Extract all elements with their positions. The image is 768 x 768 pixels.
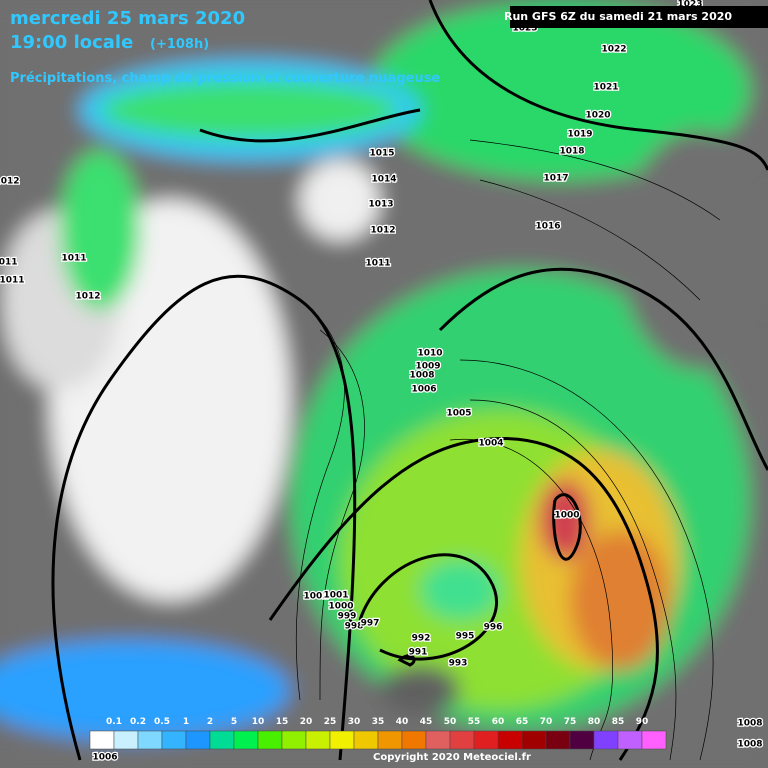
isobar-label: 1021 [593, 83, 618, 93]
isobars [51, 0, 768, 761]
legend-swatch [449, 730, 475, 750]
legend-label: 1 [183, 717, 189, 727]
legend-label: 20 [300, 717, 313, 727]
isobar-label: 1009 [415, 362, 440, 372]
isobar-label: 1004 [478, 439, 503, 449]
isobar-label: 1017 [543, 174, 568, 184]
legend-swatch [353, 730, 379, 750]
run-info: Run GFS 6Z du samedi 21 mars 2020 [504, 10, 732, 23]
isobar-label: 1016 [535, 222, 560, 232]
isobar-label: 1000 [554, 511, 579, 521]
legend-label: 80 [588, 717, 601, 727]
isobar-label: 995 [456, 632, 475, 642]
legend-label: 85 [612, 717, 625, 727]
isobar-label: 1011 [0, 276, 25, 286]
isobar-label: 1013 [368, 200, 393, 210]
legend-label: 50 [444, 717, 457, 727]
title-time: 19:00 locale [10, 32, 133, 53]
legend-swatch [113, 730, 139, 750]
isobar-label: 998 [345, 622, 364, 632]
legend-label: 65 [516, 717, 529, 727]
legend-swatch [473, 730, 499, 750]
legend-label: 2 [207, 717, 213, 727]
legend-swatch [545, 730, 571, 750]
legend-label: 30 [348, 717, 361, 727]
legend-label: 0.2 [130, 717, 146, 727]
legend-swatch [257, 730, 283, 750]
isobar-label: 1011 [365, 259, 390, 269]
isobar-label: 1012 [75, 292, 100, 302]
legend-swatch [185, 730, 211, 750]
legend-swatch [569, 730, 595, 750]
legend-swatch [593, 730, 619, 750]
isobar-label: 1008 [737, 740, 762, 750]
run-box [510, 6, 768, 28]
isobar-label: 1014 [371, 175, 396, 185]
legend-swatch [233, 730, 259, 750]
legend-swatch [425, 730, 451, 750]
isobar-label: 1002 [303, 592, 328, 602]
subtitle: Précipitations, champ de pression et cou… [10, 71, 440, 86]
isobar-label: 1005 [446, 409, 471, 419]
legend-label: 10 [252, 717, 265, 727]
legend-swatch [137, 730, 163, 750]
isobar-label: 1018 [559, 147, 584, 157]
isobar-label: 1019 [567, 130, 592, 140]
legend-swatch [161, 730, 187, 750]
isobar-label: 1000 [328, 602, 353, 612]
isobar-label: 992 [412, 634, 431, 644]
legend-label: 75 [564, 717, 577, 727]
legend-label: 45 [420, 717, 433, 727]
title-date: mercredi 25 mars 2020 [10, 8, 245, 29]
legend-label: 55 [468, 717, 481, 727]
isobar-label: 1008 [409, 371, 434, 381]
isobar-label: 996 [484, 623, 503, 633]
legend-swatch [329, 730, 355, 750]
legend-label: 60 [492, 717, 505, 727]
legend-label: 0.1 [106, 717, 122, 727]
legend-label: 70 [540, 717, 553, 727]
isobar-label: 1012 [370, 226, 395, 236]
isobar-label: 1008 [737, 719, 762, 729]
isobar-label: 999 [338, 612, 357, 622]
legend-swatch [497, 730, 523, 750]
isobar-label: 1006 [92, 753, 117, 763]
isobar-label: 1006 [411, 385, 436, 395]
legend-label: 25 [324, 717, 337, 727]
legend-swatch [641, 730, 667, 750]
isobar-label: 1001 [323, 591, 348, 601]
isobar-label: 1010 [417, 349, 442, 359]
isobar-label: 1015 [369, 149, 394, 159]
legend-swatch [209, 730, 235, 750]
legend-label: 90 [636, 717, 649, 727]
legend-swatch [617, 730, 643, 750]
legend-label: 35 [372, 717, 385, 727]
isobar-label: 1012 [0, 177, 20, 187]
lead-time: (+108h) [150, 37, 209, 52]
isobar-label: 1011 [0, 258, 18, 268]
isobar-label: 991 [409, 648, 428, 658]
isobar-label: 997 [361, 619, 380, 629]
isobar-label: 1022 [601, 45, 626, 55]
legend-swatch [305, 730, 331, 750]
legend-swatch [89, 730, 115, 750]
isobar-label: 1011 [61, 254, 86, 264]
legend-label: 0.5 [154, 717, 170, 727]
legend-label: 5 [231, 717, 237, 727]
copyright: Copyright 2020 Meteociel.fr [373, 752, 531, 763]
legend-swatch [281, 730, 307, 750]
legend-swatch [377, 730, 403, 750]
legend-swatch [401, 730, 427, 750]
legend-swatch [521, 730, 547, 750]
isobar-label: 1023 [677, 0, 702, 10]
legend-label: 15 [276, 717, 289, 727]
isobar-label: 1020 [585, 111, 610, 121]
isobar-label: 993 [449, 659, 468, 669]
legend-label: 40 [396, 717, 409, 727]
